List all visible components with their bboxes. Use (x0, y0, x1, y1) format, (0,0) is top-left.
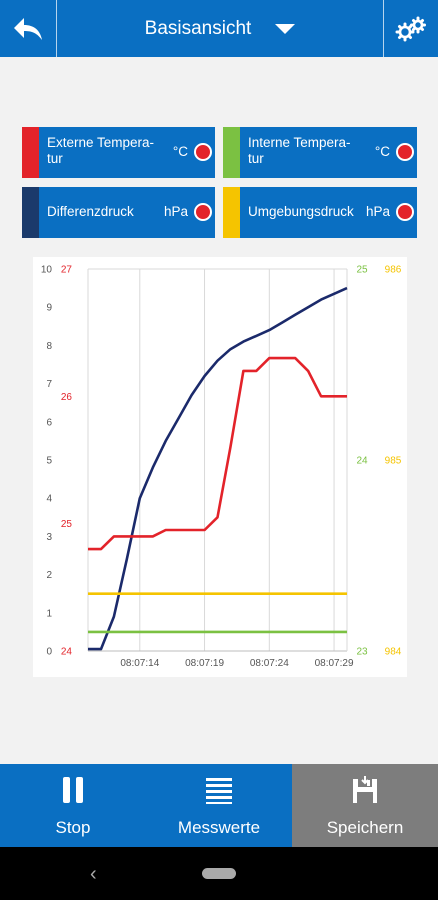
chevron-down-icon (275, 23, 296, 34)
y-tick-label-int: 23 (356, 647, 368, 658)
page-title: Basisansicht (144, 17, 252, 39)
view-selector[interactable]: Basisansicht (58, 0, 382, 57)
y-tick-label-diff: 8 (46, 341, 52, 352)
home-pill-icon[interactable] (202, 868, 236, 879)
tile-ambient-pressure[interactable]: Umgebungsdruck hPa (223, 187, 417, 238)
y-tick-label-diff: 7 (46, 379, 52, 390)
y-tick-label-diff: 4 (46, 494, 52, 505)
status-dot-icon (194, 143, 212, 161)
y-tick-label-diff: 1 (46, 608, 52, 619)
stop-button[interactable]: Stop (0, 764, 146, 847)
series-line-ext (88, 356, 347, 551)
x-tick-label: 08:07:19 (185, 658, 224, 669)
y-tick-label-diff: 0 (46, 647, 52, 658)
x-tick-label: 08:07:29 (315, 658, 354, 669)
status-dot-icon (396, 143, 414, 161)
y-tick-label-diff: 3 (46, 532, 52, 543)
status-dot-icon (396, 203, 414, 221)
tile-color-stripe (223, 127, 240, 178)
tile-label: Interne Tempera- tur (248, 135, 351, 166)
y-tick-label-diff: 10 (41, 265, 53, 276)
y-tick-label-diff: 2 (46, 570, 52, 581)
y-tick-label-int: 24 (356, 456, 368, 467)
measurements-label: Messwerte (177, 818, 261, 837)
series-line-diff (88, 286, 348, 651)
save-icon (353, 776, 377, 803)
tile-unit: hPa (163, 204, 188, 219)
tile-unit: hPa (365, 204, 390, 219)
back-button[interactable] (0, 0, 57, 57)
tile-differential-pressure[interactable]: Differenzdruck hPa (22, 187, 215, 238)
tile-label: Umgebungsdruck (248, 204, 354, 219)
y-tick-label-ext: 24 (61, 647, 73, 658)
x-tick-label: 08:07:14 (120, 658, 159, 669)
y-tick-label-ext: 25 (61, 519, 73, 530)
tile-color-stripe (22, 127, 39, 178)
tile-unit: °C (172, 144, 188, 159)
tile-external-temperature[interactable]: Externe Tempera- tur °C (22, 127, 215, 178)
y-tick-label-ext: 27 (61, 265, 73, 276)
gears-icon (395, 16, 426, 41)
settings-button[interactable] (383, 0, 438, 57)
save-button[interactable]: Speichern (292, 764, 438, 847)
pause-icon (63, 777, 83, 803)
y-tick-label-amb: 985 (385, 456, 402, 467)
tile-unit: °C (374, 144, 390, 159)
tile-internal-temperature[interactable]: Interne Tempera- tur °C (223, 127, 417, 178)
system-navigation-bar: ‹ (0, 847, 438, 900)
save-label: Speichern (326, 818, 404, 837)
stop-label: Stop (55, 818, 91, 837)
y-tick-label-diff: 5 (46, 456, 52, 467)
measurements-button[interactable]: Messwerte (146, 764, 292, 847)
tile-color-stripe (22, 187, 39, 238)
tile-color-stripe (223, 187, 240, 238)
back-arrow-icon (14, 17, 42, 40)
system-back-icon[interactable]: ‹ (90, 863, 97, 885)
y-tick-label-diff: 6 (46, 417, 52, 428)
app-header: Basisansicht (0, 0, 438, 57)
status-dot-icon (194, 203, 212, 221)
list-icon (206, 778, 232, 804)
y-tick-label-amb: 984 (385, 647, 402, 658)
tile-label: Differenzdruck (47, 204, 134, 219)
y-tick-label-ext: 26 (61, 392, 73, 403)
measurement-chart[interactable]: 0 1 2 3 4 5 6 7 8 9 10 24 25 26 27 23 24 25 984 985 986 08:07… (33, 257, 407, 677)
bottom-navigation: Stop Messwerte Speichern (0, 764, 438, 847)
x-tick-label: 08:07:24 (250, 658, 289, 669)
tile-label: Externe Tempera- tur (47, 135, 155, 166)
y-tick-label-diff: 9 (46, 303, 52, 314)
y-tick-label-int: 25 (356, 265, 368, 276)
y-tick-label-amb: 986 (385, 265, 402, 276)
chart-svg: 0123456789102425262723242598498598608:07… (41, 265, 402, 670)
